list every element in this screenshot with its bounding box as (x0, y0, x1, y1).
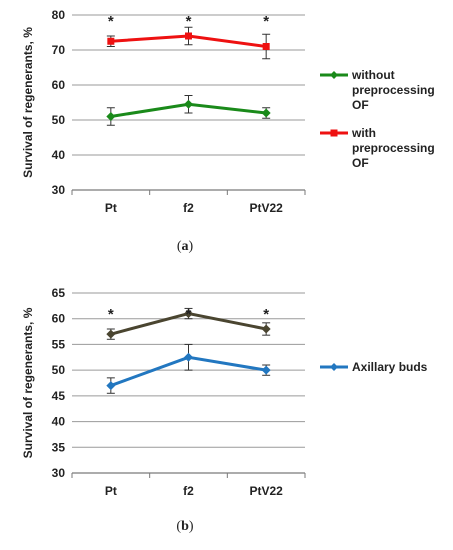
caption-letter: a (182, 239, 189, 254)
y-tick-label: 60 (52, 312, 66, 326)
legend-entry: Axillary buds (320, 360, 428, 374)
data-point (184, 309, 193, 319)
data-point (261, 324, 271, 334)
significance-marker: * (186, 306, 192, 323)
y-tick-label: 60 (52, 78, 66, 92)
significance-marker: * (108, 13, 114, 30)
legend-label: without (351, 68, 395, 82)
x-tick-label: PtV22 (249, 201, 283, 215)
caption-open: ( (176, 519, 181, 534)
data-point (261, 108, 271, 118)
significance-marker: * (263, 13, 269, 30)
chart-panel-b: 30 35 40 45 50 55 60 65 Pt f2 PtV22 Survival of reg… (21, 286, 428, 534)
legend-label: OF (352, 98, 369, 112)
y-tick-label: 35 (52, 440, 66, 454)
data-point (184, 352, 193, 362)
y-tick-label: 40 (52, 148, 66, 162)
legend-label: OF (352, 156, 369, 170)
legend-marker (330, 71, 338, 79)
series-1 (106, 343, 271, 394)
x-tick-label: f2 (183, 484, 194, 498)
legend-marker (330, 363, 338, 371)
y-tick-label: 45 (52, 389, 66, 403)
chart-panel-a: 30 40 50 60 70 80 Pt f2 PtV22 Survival of regener… (21, 8, 435, 254)
series-0 (106, 95, 271, 126)
x-tick-label: Pt (105, 484, 117, 498)
y-tick-label: 30 (52, 466, 66, 480)
legend-label: Axillary buds (352, 360, 428, 374)
y-axis-label: Survival of regenerants, % (21, 307, 35, 458)
caption-letter: b (181, 519, 189, 534)
x-tick-label: PtV22 (249, 484, 283, 498)
data-point (107, 37, 115, 45)
y-tick-label: 30 (52, 183, 66, 197)
panel-caption: (b) (176, 519, 193, 534)
x-tick-label: f2 (183, 201, 194, 215)
y-tick-label: 40 (52, 415, 66, 429)
panel-caption: (a) (177, 239, 194, 254)
y-tick-label: 65 (52, 286, 66, 300)
series-0 (106, 307, 271, 340)
significance-marker: * (186, 13, 192, 30)
significance-marker: * (263, 306, 269, 323)
caption-close: ) (189, 519, 194, 534)
legend-label: preprocessing (352, 83, 435, 97)
caption-open: ( (177, 239, 182, 254)
data-point (184, 99, 193, 109)
x-tick-label: Pt (105, 201, 117, 215)
data-point (262, 43, 270, 50)
y-tick-label: 50 (52, 363, 66, 377)
legend-marker (330, 129, 338, 137)
y-tick-label: 80 (52, 8, 66, 22)
caption-close: ) (189, 239, 194, 254)
y-tick-label: 70 (52, 43, 66, 57)
data-point (106, 329, 116, 339)
legend-label: with (351, 126, 376, 140)
y-tick-label: 55 (52, 337, 66, 351)
legend-label: preprocessing (352, 141, 435, 155)
series-1 (106, 26, 271, 60)
data-point (185, 32, 192, 40)
data-point (261, 365, 271, 375)
significance-marker: * (108, 306, 114, 323)
data-point (106, 381, 116, 391)
y-tick-label: 50 (52, 113, 66, 127)
y-axis-label: Survival of regenerants, % (21, 27, 35, 178)
data-point (106, 112, 116, 121)
